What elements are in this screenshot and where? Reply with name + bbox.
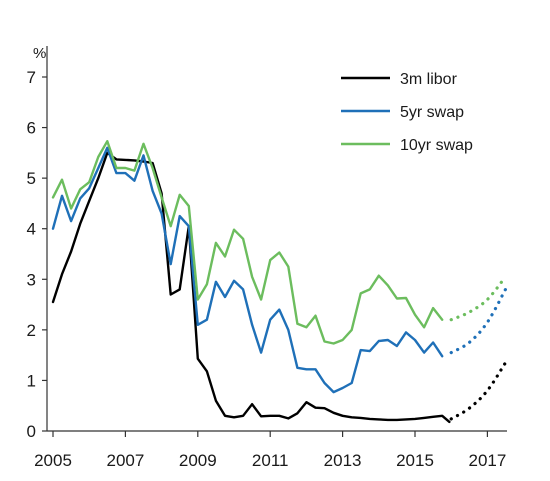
x-tick-label: 2017: [468, 451, 506, 470]
y-axis-unit-label: %: [33, 45, 46, 62]
series-forecast-10yr-swap: [449, 275, 508, 322]
y-tick-label: 3: [27, 270, 36, 289]
x-tick-label: 2007: [106, 451, 144, 470]
series-forecast-3m-libor: [449, 361, 508, 421]
y-tick-label: 0: [27, 422, 36, 441]
legend-label-3m-libor: 3m libor: [400, 71, 458, 88]
y-tick-label: 2: [27, 321, 36, 340]
legend-label-5yr-swap: 5yr swap: [400, 104, 464, 121]
x-tick-label: 2015: [396, 451, 434, 470]
x-tick-label: 2013: [324, 451, 362, 470]
axis-ticks: 0 1 2 3 4 5 6 7 2005 2007 2009 2011 2013 2015 2017: [27, 68, 507, 470]
x-tick-label: 2009: [179, 451, 217, 470]
y-tick-label: 7: [27, 68, 36, 87]
series-line-5yr-swap: [51, 146, 444, 394]
series-line-3m-libor: [51, 151, 451, 424]
y-tick-label: 4: [27, 220, 36, 239]
y-tick-label: 5: [27, 169, 36, 188]
legend-label-10yr-swap: 10yr swap: [400, 137, 473, 154]
axes: [46, 46, 507, 432]
y-tick-label: 1: [27, 371, 36, 390]
series-line-10yr-swap: [51, 139, 444, 345]
series-forecast-5yr-swap: [449, 287, 508, 355]
x-tick-label: 2011: [252, 451, 289, 470]
x-tick-label: 2005: [34, 451, 72, 470]
series-layer: [51, 139, 508, 424]
y-tick-label: 6: [27, 119, 36, 138]
legend: 3m libor 5yr swap 10yr swap: [341, 71, 473, 154]
